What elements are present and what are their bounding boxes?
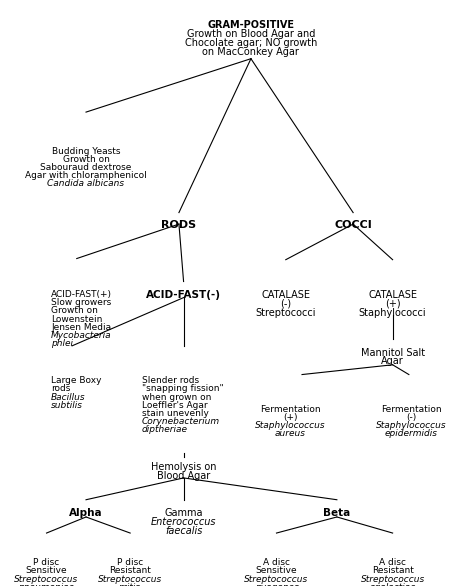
Text: Streptococci: Streptococci [255,308,316,318]
Text: diptheriae: diptheriae [142,425,188,434]
Text: Growth on: Growth on [63,155,109,163]
Text: "snapping fission": "snapping fission" [142,384,223,393]
Text: Streptococcus: Streptococcus [98,575,162,584]
Text: (+): (+) [283,413,298,422]
Text: faecalis: faecalis [165,526,202,536]
Text: Growth on: Growth on [51,306,98,315]
Text: CATALASE: CATALASE [368,290,417,300]
Text: Sabouraud dextrose: Sabouraud dextrose [40,163,132,172]
Text: (-): (-) [406,413,416,422]
Text: Candida albicans: Candida albicans [47,179,125,188]
Text: Gamma: Gamma [164,508,203,519]
Text: phlei: phlei [51,339,73,348]
Text: stain unevenly: stain unevenly [142,409,209,418]
Text: Loeffler's Agar: Loeffler's Agar [142,401,208,410]
Text: aureus: aureus [275,430,306,438]
Text: agalactiae: agalactiae [369,583,416,586]
Text: epidermidis: epidermidis [385,430,438,438]
Text: Sensitive: Sensitive [255,567,297,575]
Text: A disc: A disc [379,558,406,567]
Text: Staphylococcus: Staphylococcus [376,421,447,430]
Text: ACID-FAST(-): ACID-FAST(-) [146,290,221,300]
Text: Slender rods: Slender rods [142,376,199,385]
Text: Streptococcus: Streptococcus [14,575,79,584]
Text: P disc: P disc [117,558,143,567]
Text: Fermentation: Fermentation [260,405,321,414]
Text: CATALASE: CATALASE [261,290,310,300]
Text: Bacillus: Bacillus [51,393,86,401]
Text: Hemolysis on: Hemolysis on [151,462,216,472]
Text: pyogenes: pyogenes [255,583,299,586]
Text: Streptococcus: Streptococcus [361,575,425,584]
Text: Growth on Blood Agar and: Growth on Blood Agar and [187,29,315,39]
Text: Slow growers: Slow growers [51,298,111,307]
Text: Staphylococci: Staphylococci [359,308,427,318]
Text: pneumoniae: pneumoniae [18,583,75,586]
Text: Beta: Beta [323,508,350,519]
Text: A disc: A disc [263,558,290,567]
Text: (+): (+) [385,299,401,309]
Text: on MacConkey Agar: on MacConkey Agar [202,46,300,57]
Text: mitis: mitis [119,583,141,586]
Text: Resistant: Resistant [372,567,413,575]
Text: when grown on: when grown on [142,393,211,401]
Text: Lowenstein: Lowenstein [51,315,102,323]
Text: rods: rods [51,384,71,393]
Text: Corynebacterium: Corynebacterium [142,417,220,426]
Text: Alpha: Alpha [69,508,103,519]
Text: Fermentation: Fermentation [381,405,441,414]
Text: subtilis: subtilis [51,401,83,410]
Text: Staphylococcus: Staphylococcus [255,421,326,430]
Text: Blood Agar: Blood Agar [157,471,210,481]
Text: Resistant: Resistant [109,567,151,575]
Text: (-): (-) [280,299,292,309]
Text: Budding Yeasts: Budding Yeasts [52,146,120,155]
Text: ACID-FAST(+): ACID-FAST(+) [51,290,112,299]
Text: COCCI: COCCI [334,220,372,230]
Text: Agar with chloramphenicol: Agar with chloramphenicol [25,171,147,180]
Text: Sensitive: Sensitive [26,567,67,575]
Text: Enterococcus: Enterococcus [151,517,216,527]
Text: P disc: P disc [34,558,60,567]
Text: Streptococcus: Streptococcus [245,575,309,584]
Text: Mannitol Salt: Mannitol Salt [361,347,425,357]
Text: RODS: RODS [161,220,197,230]
Text: Large Boxy: Large Boxy [51,376,102,385]
Text: Mycobacteria: Mycobacteria [51,331,112,340]
Text: Agar: Agar [381,356,404,366]
Text: Jensen Media: Jensen Media [51,323,111,332]
Text: GRAM-POSITIVE: GRAM-POSITIVE [208,20,294,30]
Text: Chocolate agar; NO growth: Chocolate agar; NO growth [185,38,317,48]
